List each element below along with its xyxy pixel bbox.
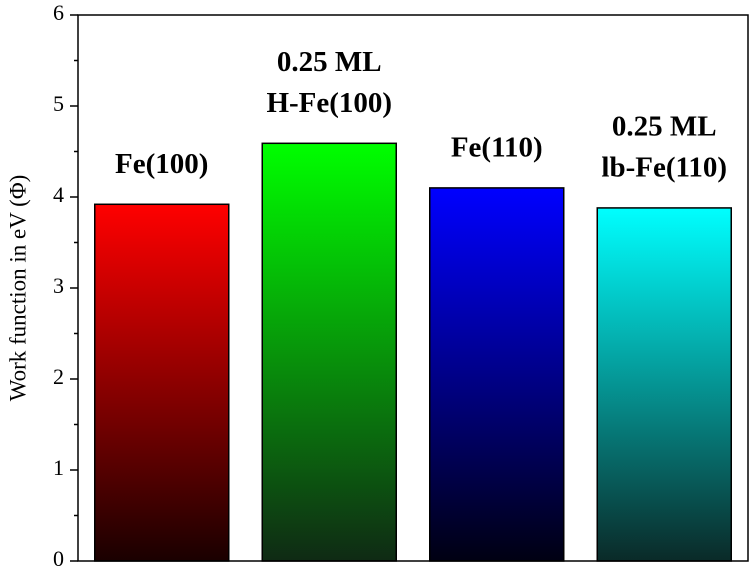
y-tick-label: 0 — [53, 546, 64, 571]
bar-label: Fe(100) — [115, 148, 208, 180]
bar-label: H-Fe(100) — [266, 87, 392, 119]
bar — [261, 142, 397, 562]
bar — [94, 203, 230, 562]
y-axis-label: Work function in eV (Φ) — [5, 175, 30, 402]
y-tick-label: 2 — [53, 364, 64, 389]
bar-label: lb-Fe(110) — [601, 152, 727, 184]
y-tick-label: 1 — [53, 455, 64, 480]
y-tick-label: 6 — [53, 0, 64, 25]
bar-label: 0.25 ML — [612, 111, 717, 143]
bar-label: Fe(110) — [451, 132, 543, 164]
bar — [596, 207, 732, 562]
bar — [429, 187, 565, 562]
y-tick-label: 5 — [53, 91, 64, 116]
plot-frame — [77, 14, 749, 562]
y-tick-label: 3 — [53, 273, 64, 298]
y-tick-label: 4 — [53, 182, 64, 207]
bar-label: 0.25 ML — [277, 46, 382, 78]
